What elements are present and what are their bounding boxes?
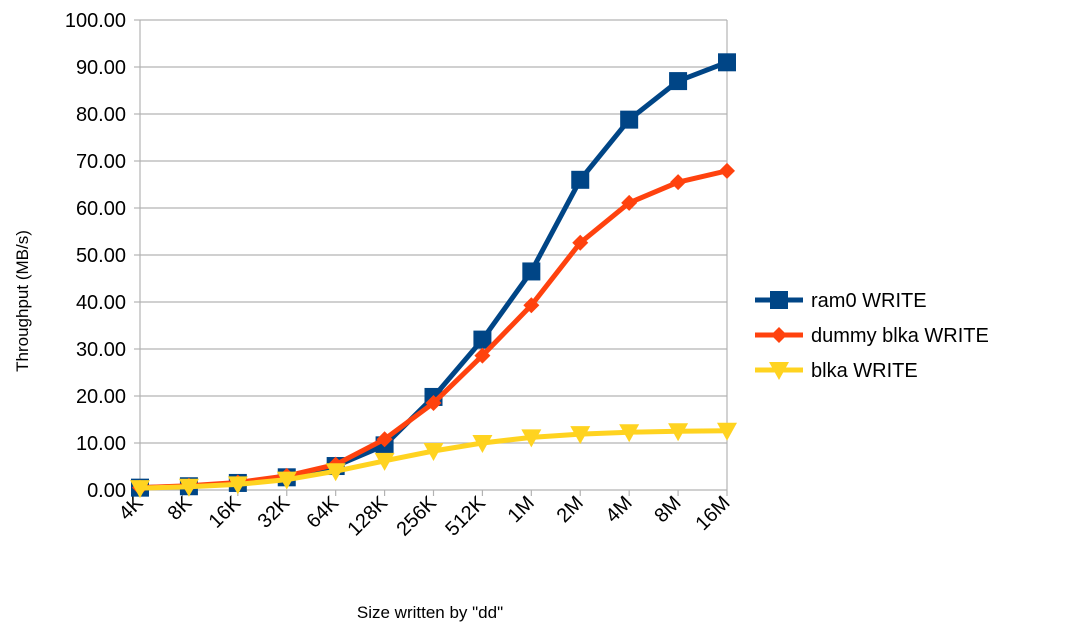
data-point xyxy=(668,423,689,442)
data-point xyxy=(423,442,444,461)
x-tick-label: 8K xyxy=(164,492,197,525)
x-tick-label: 2M xyxy=(553,492,588,527)
data-point xyxy=(572,234,589,251)
series-blka-write xyxy=(130,422,737,499)
y-axis-tick-labels: 0.00 10.00 20.00 30.00 40.00 50.00 60.00 70.00 8… xyxy=(65,10,126,502)
data-point xyxy=(376,431,393,448)
x-tick-label: 512K xyxy=(441,492,490,541)
y-tick-label: 90.00 xyxy=(76,57,126,79)
x-tick-label: 64K xyxy=(302,492,343,533)
gridlines xyxy=(140,19,727,491)
data-point xyxy=(130,480,150,499)
y-tick-label: 40.00 xyxy=(76,292,126,314)
data-point xyxy=(474,347,491,364)
y-tick-label: 20.00 xyxy=(76,386,126,408)
x-axis-title: Size written by "dd" xyxy=(357,603,503,622)
data-point xyxy=(522,262,541,281)
x-tick-label: 8M xyxy=(650,492,685,527)
legend-item: dummy blka WRITE xyxy=(755,325,989,347)
data-point xyxy=(325,463,346,482)
legend-marker xyxy=(771,327,787,343)
data-point xyxy=(521,429,542,448)
data-point xyxy=(571,170,590,189)
x-tick-label: 256K xyxy=(392,492,441,541)
series-line xyxy=(137,59,730,491)
x-tick-label: 32K xyxy=(254,492,295,533)
y-axis-title: Throughput (MB/s) xyxy=(13,230,32,372)
y-tick-label: 30.00 xyxy=(76,339,126,361)
x-tick-label: 4M xyxy=(601,492,636,527)
y-tick-label: 70.00 xyxy=(76,151,126,173)
y-tick-label: 100.00 xyxy=(65,10,126,32)
data-point xyxy=(620,110,639,129)
series-line xyxy=(137,168,730,491)
data-point xyxy=(473,330,492,349)
x-axis-tick-labels: 4K 8K 16K 32K 64K 128K 256K 512K 1M 2M 4M 8M 16M xyxy=(115,492,735,541)
legend: ram0 WRITE dummy blka WRITE blka WRITE xyxy=(755,290,989,382)
y-tick-label: 0.00 xyxy=(87,480,126,502)
legend-label: ram0 WRITE xyxy=(811,290,927,312)
x-tick-label: 1M xyxy=(504,492,539,527)
data-point xyxy=(178,478,199,497)
data-point xyxy=(472,435,493,453)
legend-label: blka WRITE xyxy=(811,360,918,382)
data-point xyxy=(523,297,540,314)
legend-item: ram0 WRITE xyxy=(755,290,927,312)
series-lines xyxy=(130,53,737,499)
data-point xyxy=(425,395,442,412)
data-point xyxy=(718,53,736,72)
data-point xyxy=(227,476,248,495)
data-point xyxy=(621,194,638,211)
y-tick-label: 80.00 xyxy=(76,104,126,126)
data-point xyxy=(276,471,297,490)
data-point xyxy=(670,174,687,191)
data-point xyxy=(570,426,591,445)
data-point xyxy=(374,452,395,471)
x-tick-label: 128K xyxy=(344,492,393,541)
data-point xyxy=(619,424,640,443)
data-point xyxy=(717,422,737,441)
x-tick-label: 16K xyxy=(205,492,246,533)
x-tick-label: 16M xyxy=(691,492,734,535)
legend-item: blka WRITE xyxy=(755,360,918,382)
legend-marker xyxy=(770,291,788,309)
data-point xyxy=(719,162,735,179)
y-tick-label: 60.00 xyxy=(76,198,126,220)
y-tick-label: 50.00 xyxy=(76,245,126,267)
legend-marker xyxy=(769,362,789,380)
y-tick-label: 10.00 xyxy=(76,433,126,455)
legend-label: dummy blka WRITE xyxy=(811,325,989,347)
data-point xyxy=(669,72,688,91)
